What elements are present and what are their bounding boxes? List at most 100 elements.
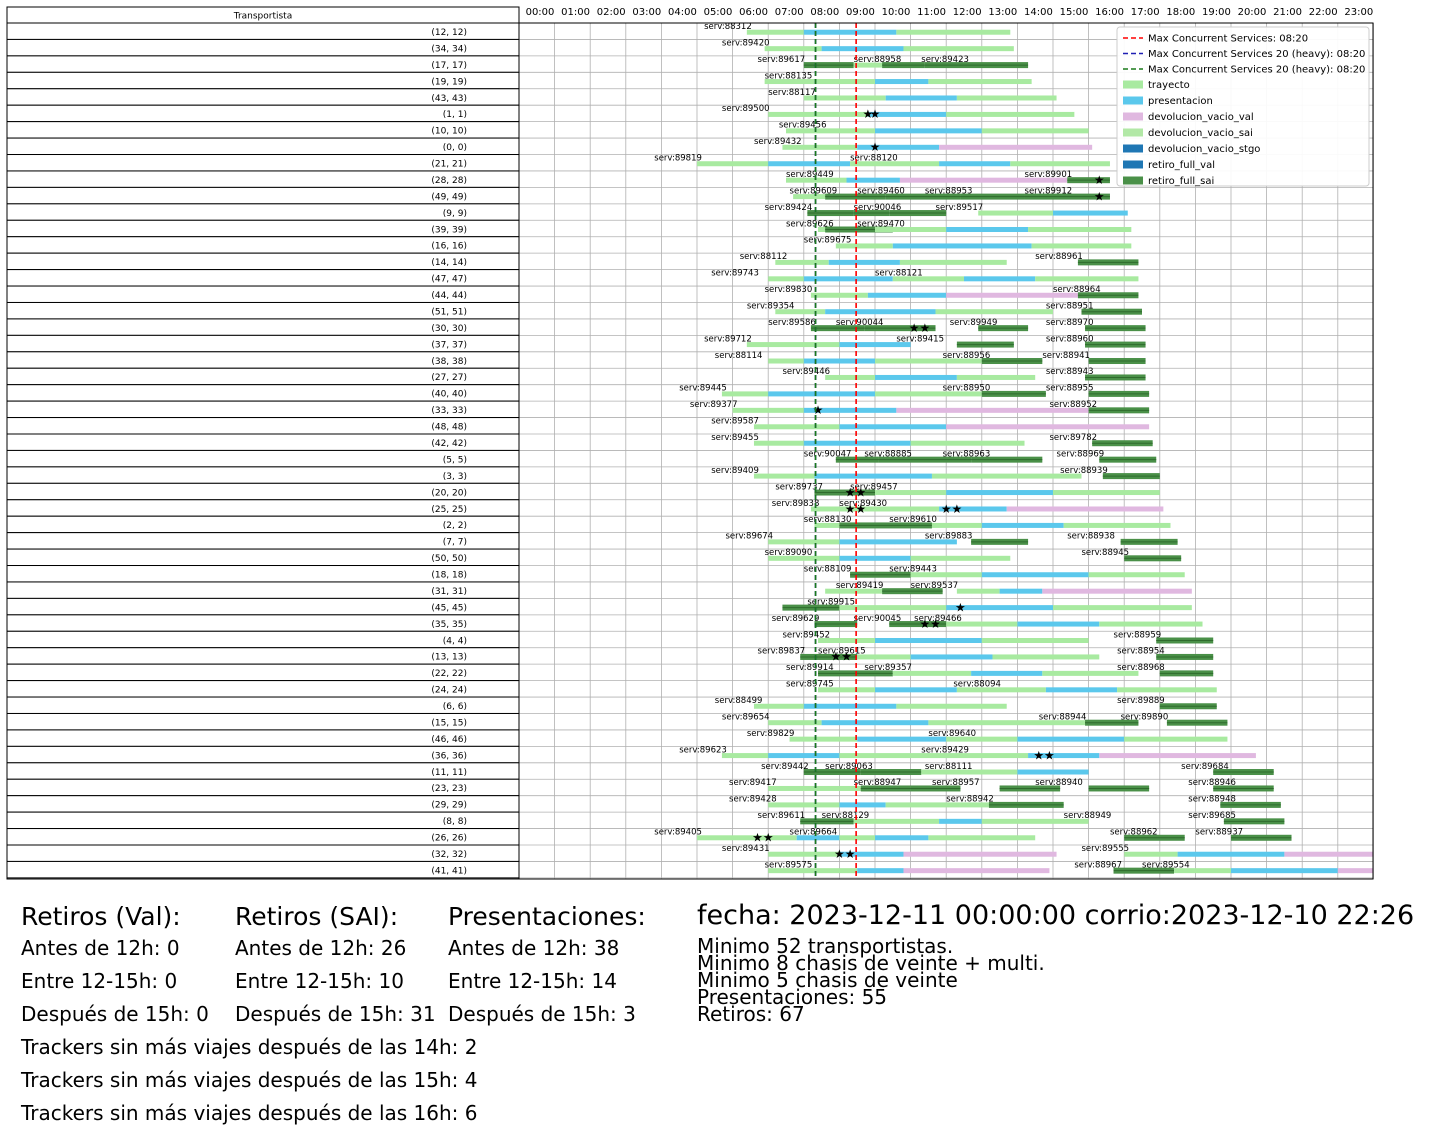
service-annotation: serv:88939 xyxy=(1060,466,1108,476)
service-annotation: serv:88949 xyxy=(1064,811,1112,821)
service-annotation: serv:89432 xyxy=(754,137,802,147)
segment-t xyxy=(921,769,1018,775)
service-annotation: serv:88942 xyxy=(946,795,994,805)
service-annotation: serv:89445 xyxy=(679,384,727,394)
row-label: (38, 38) xyxy=(431,357,467,367)
service-annotation: serv:88952 xyxy=(1049,400,1097,410)
service-annotation: serv:88960 xyxy=(1046,334,1094,344)
x-tick-label: 21:00 xyxy=(1273,7,1302,18)
service-annotation: serv:89415 xyxy=(896,334,944,344)
service-annotation: serv:89455 xyxy=(711,433,759,443)
x-tick-label: 20:00 xyxy=(1238,7,1267,18)
service-annotation: serv:88938 xyxy=(1067,532,1115,542)
service-annotation: serv:88963 xyxy=(943,449,991,459)
star-marker: ★ xyxy=(870,107,881,121)
gantt-chart: Transportista (12, 12) (34, 34) (17, 17) (19… xyxy=(6,6,1374,880)
segment-t xyxy=(1042,670,1139,676)
x-tick-label: 06:00 xyxy=(739,7,768,18)
segment-d xyxy=(1099,753,1256,759)
segment-d xyxy=(1337,868,1374,874)
service-annotation: serv:88962 xyxy=(1110,828,1158,838)
star-marker: ★ xyxy=(862,107,873,121)
segment-t xyxy=(697,835,797,841)
service-annotation: serv:89684 xyxy=(1181,762,1229,772)
service-annotation: serv:89460 xyxy=(857,186,905,196)
segment-t xyxy=(978,210,1053,216)
segment-t xyxy=(768,358,804,364)
retiros-sai-title: Retiros (SAI): xyxy=(235,902,399,931)
row-label: (4, 4) xyxy=(443,636,467,646)
star-marker: ★ xyxy=(855,502,866,516)
service-annotation: serv:89782 xyxy=(1049,433,1097,443)
segment-p xyxy=(910,654,993,660)
presentaciones-title: Presentaciones: xyxy=(448,902,646,931)
service-annotation: serv:89838 xyxy=(772,499,820,509)
service-annotation: serv:89743 xyxy=(711,269,759,279)
star-marker: ★ xyxy=(930,617,941,631)
service-annotation: serv:89446 xyxy=(782,367,830,377)
segment-t xyxy=(885,802,989,808)
row-label: (16, 16) xyxy=(431,242,467,252)
x-tick-label: 12:00 xyxy=(953,7,982,18)
segment-t xyxy=(896,703,1007,709)
service-annotation: serv:89629 xyxy=(772,614,820,624)
segment-t xyxy=(768,785,861,791)
service-annotation: serv:89586 xyxy=(768,318,816,328)
service-annotation: serv:88937 xyxy=(1195,828,1243,838)
legend-label: presentacion xyxy=(1148,96,1213,107)
row-label: (28, 28) xyxy=(431,176,467,186)
segment-p xyxy=(939,818,982,824)
segment-t xyxy=(753,703,804,709)
row-label: (49, 49) xyxy=(431,192,467,202)
service-annotation: serv:89712 xyxy=(704,334,752,344)
segment-t xyxy=(946,621,1018,627)
segment-p xyxy=(939,506,1007,512)
row-label: (20, 20) xyxy=(431,488,467,498)
row-label: (19, 19) xyxy=(431,77,467,87)
service-annotation: serv:90047 xyxy=(804,449,852,459)
service-annotation: serv:88970 xyxy=(1046,318,1094,328)
segment-t xyxy=(946,111,1075,117)
row-label: (2, 2) xyxy=(443,521,467,531)
x-tick-label: 14:00 xyxy=(1024,7,1053,18)
segment-t xyxy=(839,835,875,841)
service-annotation: serv:88109 xyxy=(804,565,852,575)
segment-t xyxy=(768,851,840,857)
segment-p xyxy=(839,342,911,348)
x-tick-label: 08:00 xyxy=(810,7,839,18)
service-annotation: serv:88121 xyxy=(875,269,923,279)
segment-t xyxy=(946,736,1018,742)
retiros-val-line: Después de 15h: 0 xyxy=(21,1002,209,1026)
service-annotation: serv:88967 xyxy=(1074,860,1122,870)
segment-t xyxy=(850,161,940,167)
service-annotation: serv:88945 xyxy=(1081,548,1129,558)
segment-p xyxy=(821,720,929,726)
service-annotation: serv:89409 xyxy=(711,466,759,476)
segment-p xyxy=(885,95,957,101)
service-annotation: serv:89470 xyxy=(857,219,905,229)
legend-box xyxy=(1116,26,1370,187)
segment-p xyxy=(839,555,911,561)
segment-p xyxy=(803,276,893,282)
row-label: (11, 11) xyxy=(431,768,467,778)
table-header-label: Transportista xyxy=(233,12,292,22)
star-marker: ★ xyxy=(909,321,920,335)
segment-t xyxy=(1010,161,1110,167)
segment-t xyxy=(875,227,947,232)
service-annotation: serv:89423 xyxy=(921,55,969,65)
table-border xyxy=(6,22,520,880)
segment-t xyxy=(768,868,858,874)
legend-swatch xyxy=(1123,128,1143,137)
row-label: (51, 51) xyxy=(431,307,467,317)
segment-p xyxy=(875,79,929,85)
service-annotation: serv:89357 xyxy=(864,663,912,673)
segment-t xyxy=(956,588,1000,594)
star-marker: ★ xyxy=(752,831,763,845)
segment-d xyxy=(1042,588,1192,594)
segment-t xyxy=(875,391,982,397)
service-annotation: serv:89914 xyxy=(786,663,834,673)
segment-t xyxy=(839,605,947,611)
segment-t xyxy=(1028,227,1132,232)
segment-p xyxy=(1028,753,1100,759)
service-annotation: serv:89654 xyxy=(722,712,770,722)
